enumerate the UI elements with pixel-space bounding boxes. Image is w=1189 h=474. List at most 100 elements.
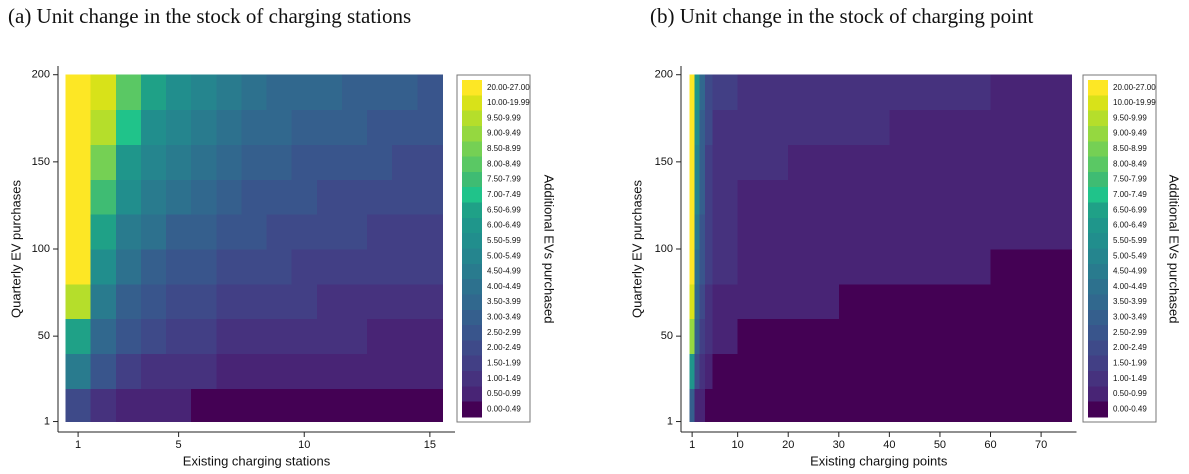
legend-title: Additional EVs purchased <box>542 175 557 324</box>
heatmap-cell <box>788 249 840 285</box>
heatmap-cell <box>191 144 217 180</box>
heatmap-cell <box>90 74 117 111</box>
heatmap-cell <box>266 283 293 320</box>
heatmap-cell <box>838 353 890 389</box>
heatmap-cell <box>65 144 92 180</box>
heatmap-cell <box>266 144 293 180</box>
heatmap-cell <box>191 109 217 145</box>
heatmap-cell <box>291 283 318 320</box>
heatmap-cell <box>694 283 701 320</box>
legend-label: 10.00-19.99 <box>487 98 530 107</box>
heatmap-cell <box>115 109 142 145</box>
x-tick-label: 5 <box>176 439 182 451</box>
heatmap-cell <box>140 144 167 180</box>
legend-swatch <box>1088 233 1108 249</box>
heatmap-cell <box>392 283 418 320</box>
legend-swatch <box>1088 263 1108 280</box>
heatmap-cell <box>90 109 117 145</box>
heatmap-cell <box>140 388 167 423</box>
heatmap-cell <box>417 353 443 389</box>
heatmap-cell <box>367 388 393 423</box>
y-tick-label: 200 <box>32 69 50 81</box>
heatmap-cell <box>689 109 696 145</box>
legend-label: 5.00-5.49 <box>487 251 521 260</box>
heatmap-cell <box>788 353 840 389</box>
heatmap-cell <box>90 179 117 215</box>
heatmap-cell <box>704 179 713 215</box>
heatmap-cell <box>689 388 696 423</box>
legend-label: 2.00-2.49 <box>487 343 521 352</box>
heatmap-cell <box>65 353 92 389</box>
legend-label: 0.00-0.49 <box>487 404 521 413</box>
heatmap-cell <box>712 179 739 215</box>
legend-label: 0.50-0.99 <box>1113 389 1147 398</box>
legend-label: 3.00-3.49 <box>487 313 521 322</box>
heatmap-cell <box>266 249 293 285</box>
legend-swatch <box>462 95 482 111</box>
legend-label: 4.00-4.49 <box>1113 282 1147 291</box>
heatmap-cell <box>939 74 992 111</box>
heatmap-cell <box>166 249 192 285</box>
heatmap-cell <box>140 74 167 111</box>
heatmap-cell <box>65 74 92 111</box>
legend-label: 3.00-3.49 <box>1113 313 1147 322</box>
heatmap-cell <box>694 353 701 389</box>
legend-swatch <box>462 386 482 402</box>
heatmap-cell <box>191 179 217 215</box>
legend-label: 8.50-8.99 <box>1113 144 1147 153</box>
heatmap-cell <box>316 283 343 320</box>
heatmap-cell <box>392 353 418 389</box>
heatmap-cell <box>737 214 789 250</box>
legend-swatch <box>462 202 482 219</box>
heatmap-cell <box>266 318 293 355</box>
legend-swatch <box>462 309 482 326</box>
legend-label: 1.00-1.49 <box>487 374 521 383</box>
heatmap-cell <box>939 179 992 215</box>
heatmap-cell <box>889 74 941 111</box>
heatmap-cell <box>737 318 789 355</box>
heatmap-cell <box>689 214 696 250</box>
heatmap-cell <box>216 318 242 355</box>
heatmap-cell <box>417 214 443 250</box>
heatmap-cell <box>699 214 706 250</box>
heatmap-cell <box>939 318 992 355</box>
legend-swatch <box>1088 325 1108 341</box>
heatmap-cell <box>90 249 117 285</box>
heatmap-cell <box>316 214 343 250</box>
heatmap-cell <box>417 144 443 180</box>
heatmap-cell <box>316 109 343 145</box>
legend-label: 2.50-2.99 <box>1113 328 1147 337</box>
heatmap-cell <box>990 214 1072 250</box>
heatmap-cell <box>140 109 167 145</box>
heatmap-cell <box>241 214 268 250</box>
heatmap-cell <box>216 283 242 320</box>
heatmap-cell <box>367 318 393 355</box>
heatmap-cell <box>694 74 701 111</box>
heatmap-cell <box>990 74 1072 111</box>
heatmap-cell <box>990 388 1072 423</box>
heatmap-cell <box>392 388 418 423</box>
heatmap-cell <box>889 179 941 215</box>
heatmap-cell <box>367 249 393 285</box>
heatmap-cell <box>694 318 701 355</box>
legend-swatch <box>1088 355 1108 372</box>
heatmap-cell <box>417 109 443 145</box>
heatmap-cell <box>939 214 992 250</box>
heatmap-cell <box>140 249 167 285</box>
heatmap-cell <box>191 74 217 111</box>
heatmap-cell <box>699 318 706 355</box>
heatmap-cell <box>699 283 706 320</box>
heatmap-cell <box>115 214 142 250</box>
legend-label: 1.50-1.99 <box>1113 358 1147 367</box>
heatmap-cell <box>316 179 343 215</box>
legend-label: 7.00-7.49 <box>1113 190 1147 199</box>
legend-swatch <box>1088 217 1108 234</box>
heatmap-cell <box>939 109 992 145</box>
heatmap-cell <box>704 144 713 180</box>
legend-label: 20.00-27.00 <box>1113 83 1156 92</box>
heatmap-cell <box>704 74 713 111</box>
legend-swatch <box>462 233 482 249</box>
heatmap-cell <box>712 109 739 145</box>
heatmap-cell <box>367 144 393 180</box>
